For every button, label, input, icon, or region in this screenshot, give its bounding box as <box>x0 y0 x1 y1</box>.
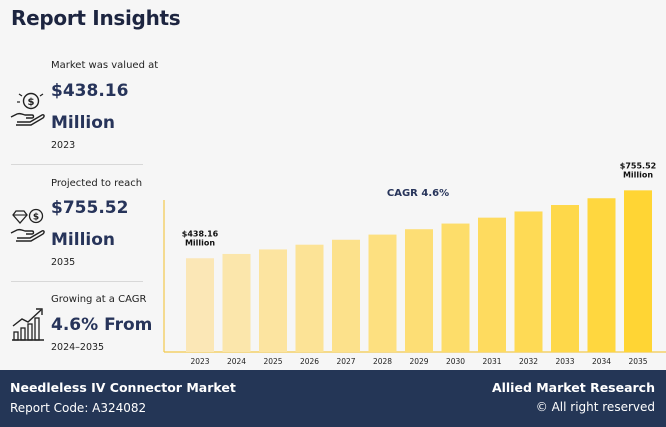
footer: Needleless IV Connector Market Report Co… <box>0 370 666 427</box>
bar-chart: CAGR 4.6% 2023 2024 2025 2026 2027 2028 2029 20… <box>160 160 666 370</box>
growth-chart-icon <box>12 308 44 341</box>
stat-year: 2023 <box>51 140 76 151</box>
x-tick-label: 2032 <box>519 357 538 366</box>
bar-2029 <box>405 229 433 352</box>
stat-value-unit: Million <box>51 113 116 133</box>
footer-rights: © All right reserved <box>535 400 655 414</box>
data-label: $438.16 <box>182 229 219 238</box>
x-tick-label: 2027 <box>336 357 355 366</box>
stat-value: $755.52 <box>51 198 129 218</box>
x-tick-label: 2031 <box>482 357 501 366</box>
x-tick-label: 2033 <box>555 357 574 366</box>
x-tick-label: 2023 <box>190 357 209 366</box>
svg-text:$: $ <box>33 213 39 223</box>
data-label: Million <box>623 170 653 179</box>
x-tick-label: 2035 <box>628 357 647 366</box>
divider <box>11 281 143 282</box>
bar-2031 <box>478 217 506 352</box>
bar-2023 <box>186 258 214 352</box>
stat-value-unit: Million <box>51 230 116 250</box>
bar-2035 <box>624 190 652 352</box>
stat-caption: Projected to reach <box>51 178 143 189</box>
x-tick-label: 2025 <box>263 357 282 366</box>
x-tick-label: 2029 <box>409 357 428 366</box>
bar-2030 <box>441 223 470 352</box>
chart-title: CAGR 4.6% <box>387 188 449 199</box>
bar-2025 <box>259 249 287 352</box>
x-tick-label: 2034 <box>592 357 611 366</box>
svg-text:$: $ <box>28 97 35 108</box>
footer-brand: Allied Market Research <box>491 380 655 395</box>
data-label: Million <box>185 238 215 247</box>
page-title: Report Insights <box>11 6 181 30</box>
money-hand-icon: $ <box>10 92 45 126</box>
bar-chart-svg: CAGR 4.6% 2023 2024 2025 2026 2027 2028 2029 20… <box>163 161 666 366</box>
x-tick-label: 2028 <box>373 357 392 366</box>
tick-labels-group: 2023 2024 2025 2026 2027 2028 2029 2030 2031 2032… <box>190 357 647 366</box>
x-tick-label: 2024 <box>227 357 246 366</box>
bar-2033 <box>551 205 579 352</box>
footer-report-code: Report Code: A324082 <box>10 401 147 415</box>
bar-2024 <box>222 253 251 352</box>
stat-value: $438.16 <box>51 81 129 101</box>
x-tick-label: 2030 <box>446 357 465 366</box>
diamond-coin-hand-icon: $ <box>10 208 45 242</box>
bar-2026 <box>295 244 324 352</box>
bar-2034 <box>587 198 616 352</box>
stat-year: 2035 <box>51 257 76 268</box>
footer-market-name: Needleless IV Connector Market <box>10 380 236 395</box>
bar-2032 <box>514 211 543 352</box>
bars-group <box>186 190 652 352</box>
stat-caption: Growing at a CAGR <box>51 294 147 305</box>
stat-value: 4.6% From <box>51 315 153 335</box>
x-tick-label: 2026 <box>300 357 319 366</box>
stat-caption: Market was valued at <box>51 60 159 71</box>
bar-2027 <box>332 239 360 352</box>
data-label: $755.52 <box>620 161 656 170</box>
bar-2028 <box>368 234 397 352</box>
stat-year: 2024–2035 <box>51 342 105 353</box>
divider <box>11 164 143 165</box>
